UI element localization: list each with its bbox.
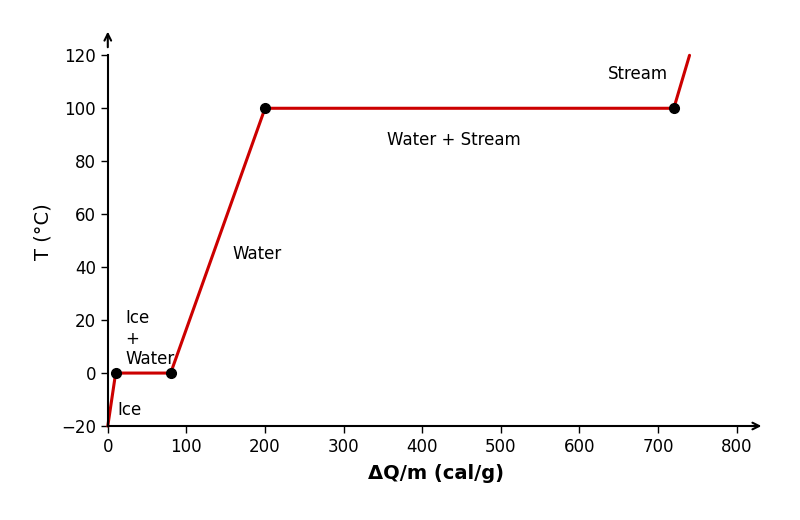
Text: Water: Water bbox=[232, 245, 282, 263]
Text: Ice: Ice bbox=[118, 401, 142, 419]
Text: Ice
+
Water: Ice + Water bbox=[125, 309, 174, 369]
Y-axis label: T (°C): T (°C) bbox=[34, 203, 53, 260]
Text: Stream: Stream bbox=[608, 65, 668, 83]
X-axis label: ΔQ/m (cal/g): ΔQ/m (cal/g) bbox=[368, 464, 504, 483]
Text: Water + Stream: Water + Stream bbox=[387, 131, 521, 149]
